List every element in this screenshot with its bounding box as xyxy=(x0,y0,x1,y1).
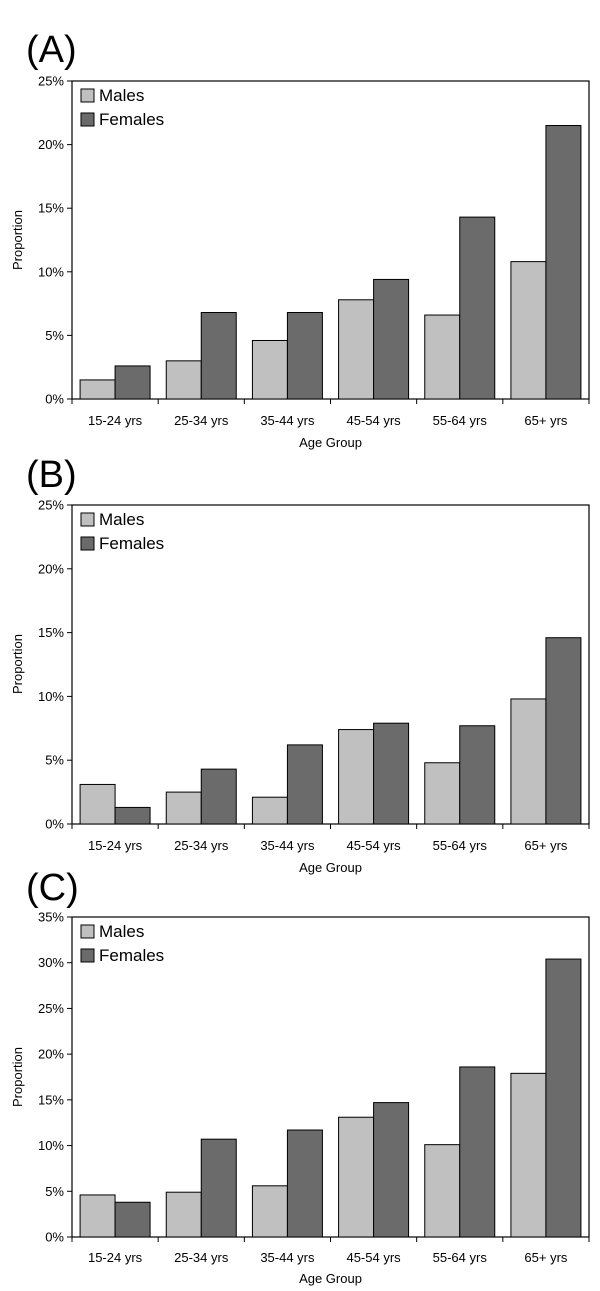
x-tick-label: 45-54 yrs xyxy=(346,413,401,428)
y-tick-label: 5% xyxy=(45,1184,64,1199)
x-tick-label: 15-24 yrs xyxy=(88,838,143,853)
bar-males-25-34-yrs xyxy=(165,360,202,400)
y-tick-label: 5% xyxy=(45,328,64,343)
bar-females-65-yrs xyxy=(545,958,582,1238)
x-axis-title: Age Group xyxy=(299,860,362,875)
y-tick-label: 15% xyxy=(38,1092,64,1107)
legend-label-males: Males xyxy=(99,86,144,105)
bar-females-45-54-yrs xyxy=(373,278,410,400)
bar-males-35-44-yrs xyxy=(251,1185,288,1238)
bar-males-65-yrs xyxy=(510,261,547,400)
x-axis-title: Age Group xyxy=(299,1271,362,1286)
bar-females-65-yrs xyxy=(545,637,582,825)
legend-swatch-males xyxy=(80,924,95,939)
y-tick-label: 20% xyxy=(38,137,64,152)
bar-females-25-34-yrs xyxy=(200,312,237,400)
bar-females-25-34-yrs xyxy=(200,768,237,825)
bar-males-25-34-yrs xyxy=(165,1191,202,1238)
bar-males-65-yrs xyxy=(510,1072,547,1238)
bar-males-35-44-yrs xyxy=(251,339,288,400)
panel-label: (B) xyxy=(26,454,77,496)
bar-males-55-64-yrs xyxy=(424,762,461,825)
bar-females-15-24-yrs xyxy=(114,806,151,825)
x-tick-label: 35-44 yrs xyxy=(260,838,315,853)
y-tick-label: 0% xyxy=(45,817,64,832)
bar-males-15-24-yrs xyxy=(79,379,116,400)
bar-females-15-24-yrs xyxy=(114,365,151,400)
x-tick-label: 15-24 yrs xyxy=(88,1250,143,1265)
panel-label: (C) xyxy=(26,867,79,909)
y-tick-label: 25% xyxy=(38,74,64,89)
bar-females-25-34-yrs xyxy=(200,1138,237,1238)
x-tick-label: 15-24 yrs xyxy=(88,413,143,428)
y-tick-label: 10% xyxy=(38,1138,64,1153)
y-tick-label: 25% xyxy=(38,498,64,513)
legend-swatch-females xyxy=(80,948,95,963)
bar-males-15-24-yrs xyxy=(79,1194,116,1238)
legend-label-females: Females xyxy=(99,110,164,129)
bar-females-35-44-yrs xyxy=(286,1129,323,1238)
x-tick-label: 25-34 yrs xyxy=(174,1250,229,1265)
bar-males-45-54-yrs xyxy=(338,1116,375,1238)
x-tick-label: 55-64 yrs xyxy=(433,413,488,428)
y-tick-label: 15% xyxy=(38,625,64,640)
y-axis-title: Proportion xyxy=(10,210,25,270)
plot-frame xyxy=(71,504,590,825)
x-axis-title: Age Group xyxy=(299,435,362,450)
bar-females-55-64-yrs xyxy=(459,216,496,400)
x-tick-label: 25-34 yrs xyxy=(174,838,229,853)
x-tick-label: 25-34 yrs xyxy=(174,413,229,428)
bar-females-55-64-yrs xyxy=(459,1066,496,1238)
bar-females-45-54-yrs xyxy=(373,1102,410,1238)
y-tick-label: 30% xyxy=(38,955,64,970)
x-tick-label: 65+ yrs xyxy=(524,838,567,853)
y-tick-label: 0% xyxy=(45,392,64,407)
bar-females-15-24-yrs xyxy=(114,1201,151,1238)
bar-females-35-44-yrs xyxy=(286,312,323,400)
x-tick-label: 35-44 yrs xyxy=(260,1250,315,1265)
y-tick-label: 0% xyxy=(45,1230,64,1245)
legend-swatch-males xyxy=(80,512,95,527)
plot-frame xyxy=(71,80,590,400)
y-tick-label: 10% xyxy=(38,264,64,279)
bar-males-55-64-yrs xyxy=(424,1144,461,1238)
y-tick-label: 5% xyxy=(45,753,64,768)
x-tick-label: 65+ yrs xyxy=(524,413,567,428)
y-tick-label: 15% xyxy=(38,201,64,216)
bar-males-65-yrs xyxy=(510,698,547,825)
x-tick-label: 55-64 yrs xyxy=(433,838,488,853)
y-axis-title: Proportion xyxy=(10,634,25,694)
panel-label: (A) xyxy=(26,29,77,71)
x-tick-label: 35-44 yrs xyxy=(260,413,315,428)
bar-females-35-44-yrs xyxy=(286,744,323,825)
legend-swatch-males xyxy=(80,88,95,103)
bar-females-55-64-yrs xyxy=(459,725,496,825)
bar-males-45-54-yrs xyxy=(338,299,375,400)
y-axis-title: Proportion xyxy=(10,1047,25,1107)
x-tick-label: 45-54 yrs xyxy=(346,838,401,853)
y-tick-label: 10% xyxy=(38,689,64,704)
y-tick-label: 20% xyxy=(38,561,64,576)
legend-swatch-females xyxy=(80,536,95,551)
x-tick-label: 65+ yrs xyxy=(524,1250,567,1265)
bar-females-65-yrs xyxy=(545,125,582,400)
legend-label-males: Males xyxy=(99,510,144,529)
bar-males-15-24-yrs xyxy=(79,783,116,825)
bar-females-45-54-yrs xyxy=(373,722,410,825)
bar-males-35-44-yrs xyxy=(251,796,288,825)
bar-males-45-54-yrs xyxy=(338,729,375,825)
x-tick-label: 45-54 yrs xyxy=(346,1250,401,1265)
bar-males-55-64-yrs xyxy=(424,314,461,400)
y-tick-label: 25% xyxy=(38,1001,64,1016)
legend-label-females: Females xyxy=(99,946,164,965)
y-tick-label: 35% xyxy=(38,910,64,925)
x-tick-label: 55-64 yrs xyxy=(433,1250,488,1265)
bar-males-25-34-yrs xyxy=(165,791,202,825)
legend-label-females: Females xyxy=(99,534,164,553)
legend-label-males: Males xyxy=(99,922,144,941)
legend-swatch-females xyxy=(80,112,95,127)
y-tick-label: 20% xyxy=(38,1047,64,1062)
